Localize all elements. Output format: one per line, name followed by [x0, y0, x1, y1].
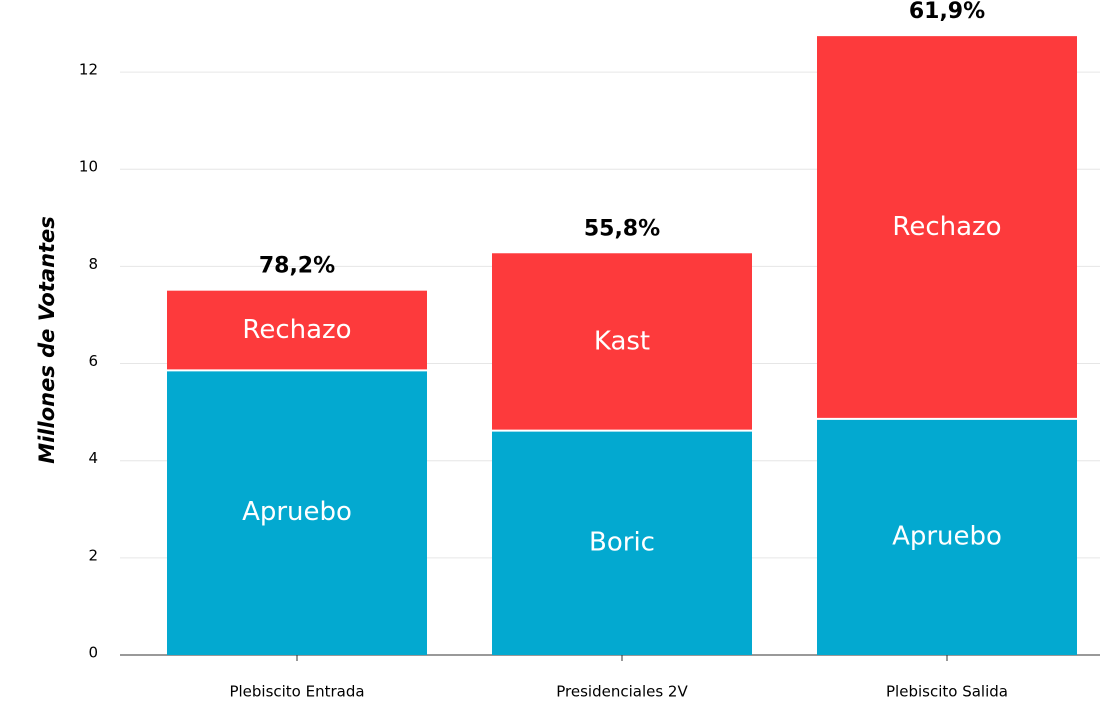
total-annotation: 78,2%: [259, 254, 335, 279]
segment-label: Boric: [589, 527, 655, 557]
y-tick-label: 8: [88, 255, 98, 273]
segment-label: Rechazo: [892, 212, 1001, 242]
bar-segment: [167, 290, 427, 371]
y-tick-label: 12: [79, 61, 98, 79]
bar-segment: [817, 36, 1077, 419]
y-tick-label: 0: [88, 644, 98, 662]
bar-segment: [492, 253, 752, 431]
segment-label: Apruebo: [892, 521, 1002, 551]
y-tick-label: 4: [88, 449, 98, 467]
segment-label: Kast: [594, 326, 650, 356]
total-annotation: 55,8%: [584, 216, 660, 241]
y-tick-label: 6: [88, 352, 98, 370]
bar-segment: [817, 418, 1077, 655]
y-tick-label: 2: [88, 546, 98, 564]
y-tick-label: 10: [79, 158, 98, 176]
x-tick-label: Presidenciales 2V: [556, 683, 688, 701]
x-tick-label: Plebiscito Salida: [886, 683, 1008, 701]
x-tick-label: Plebiscito Entrada: [229, 683, 364, 701]
segment-label: Rechazo: [242, 315, 351, 345]
bar-segment: [167, 370, 427, 655]
total-annotation: 61,9%: [909, 0, 985, 24]
segment-label: Apruebo: [242, 497, 352, 527]
y-axis-label: Millones de Votantes: [35, 216, 59, 464]
bar-segment: [492, 430, 752, 655]
